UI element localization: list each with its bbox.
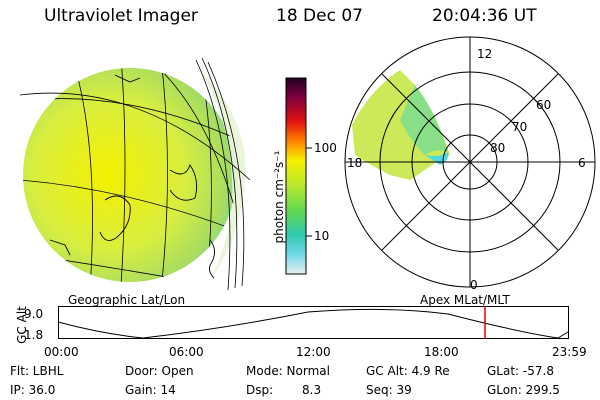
gc-alt-readout: GC Alt: 4.9 Re: [366, 364, 450, 378]
observation-time: 20:04:36 UT: [432, 6, 537, 26]
time-tick-0000: 00:00: [44, 345, 79, 359]
mlt-label-18: 18: [347, 156, 363, 170]
mlt-label-0: 0: [470, 278, 478, 292]
gain-readout: Gain: 14: [125, 383, 176, 397]
mlt-label-6: 6: [578, 156, 586, 170]
time-tick-2359: 23:59: [552, 345, 587, 359]
colorbar-tick-10: 10: [314, 229, 330, 243]
coastlines: [49, 74, 215, 279]
earth-disk: [23, 68, 237, 282]
dsp-value: 8.3: [302, 383, 322, 397]
altitude-plot: [57, 306, 569, 339]
polar-label: Apex MLat/MLT: [420, 293, 510, 307]
altitude-tick-min: 1.8: [24, 328, 44, 342]
instrument-title: Ultraviolet Imager: [44, 6, 198, 26]
observation-date: 18 Dec 07: [276, 6, 363, 26]
geographic-image: [19, 57, 251, 291]
altitude-curve: [57, 308, 569, 339]
intensity-colorbar: [285, 77, 312, 275]
mlat-label-60: 60: [536, 98, 552, 112]
filter-readout: Flt: LBHL: [10, 364, 64, 378]
time-tick-1800: 18:00: [424, 345, 459, 359]
colorbar-unit-label: photon cm⁻²s⁻¹: [272, 150, 286, 244]
door-readout: Door: Open: [125, 364, 194, 378]
mlt-label-12: 12: [477, 47, 493, 61]
time-tick-1200: 12:00: [296, 345, 331, 359]
ip-readout: IP: 36.0: [10, 383, 56, 397]
polar-grid: [344, 36, 596, 288]
polar-mlat-mlt-plot: [344, 36, 596, 288]
altitude-tick-max: 9.0: [24, 307, 44, 321]
seq-readout: Seq: 39: [366, 383, 412, 397]
colorbar-tick-100: 100: [314, 141, 337, 155]
mode-readout: Mode: Normal: [246, 364, 330, 378]
dsp-label: Dsp:: [246, 383, 274, 397]
time-tick-0600: 06:00: [169, 345, 204, 359]
glat-readout: GLat: -57.8: [487, 364, 554, 378]
mlat-label-80: 80: [490, 141, 506, 155]
glon-readout: GLon: 299.5: [487, 383, 560, 397]
mlat-label-70: 70: [512, 120, 528, 134]
geographic-label: Geographic Lat/Lon: [68, 293, 186, 307]
